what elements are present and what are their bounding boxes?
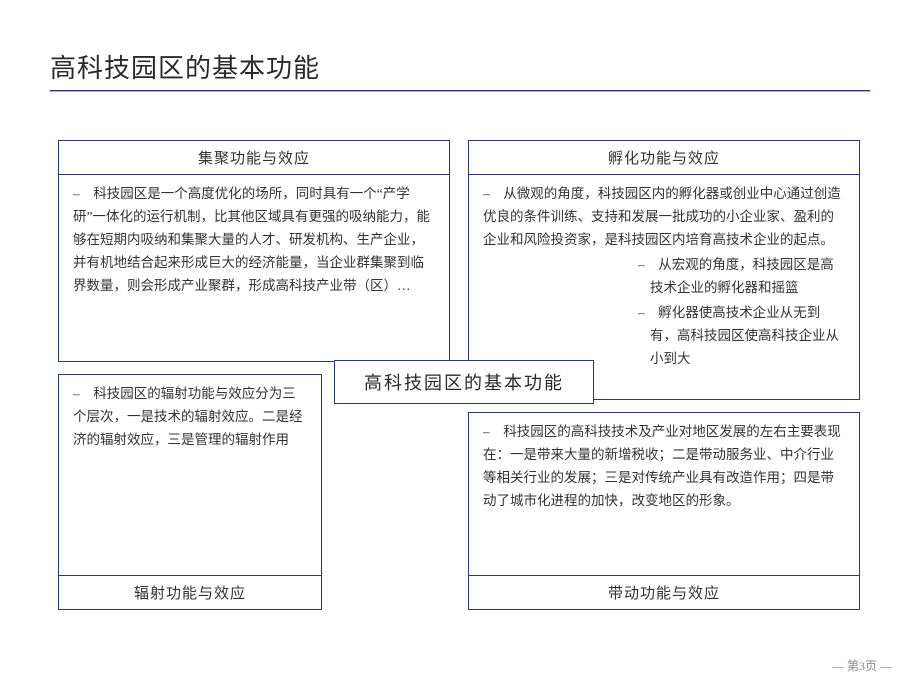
quadrant-header-top-left: 集聚功能与效应 (59, 141, 449, 175)
quadrant-header-bottom-right: 带动功能与效应 (469, 575, 859, 609)
quadrant-bottom-left: – 科技园区的辐射功能与效应分为三个层次，一是技术的辐射效应。二是经济的辐射效应… (58, 374, 322, 610)
page-title: 高科技园区的基本功能 (50, 48, 320, 85)
bullet-text: – 科技园区是一个高度优化的场所，同时具有一个“产学研”一体化的运行机制，比其他… (73, 183, 435, 298)
title-underline (50, 90, 870, 92)
bullet-text: – 孵化器使高技术企业从无到有，高科技园区使高科技企业从小到大 (638, 302, 845, 371)
bullet-text: – 从宏观的角度，科技园区是高技术企业的孵化器和摇篮 (638, 254, 845, 300)
quadrant-top-left: 集聚功能与效应 – 科技园区是一个高度优化的场所，同时具有一个“产学研”一体化的… (58, 140, 450, 362)
quadrant-bottom-right: – 科技园区的高科技技术及产业对地区发展的左右主要表现在：一是带来大量的新增税收… (468, 412, 860, 610)
bullet-text: – 科技园区的高科技技术及产业对地区发展的左右主要表现在：一是带来大量的新增税收… (483, 421, 845, 513)
quadrant-body-bottom-right: – 科技园区的高科技技术及产业对地区发展的左右主要表现在：一是带来大量的新增税收… (469, 413, 859, 575)
bullet-text: – 科技园区的辐射功能与效应分为三个层次，一是技术的辐射效应。二是经济的辐射效应… (73, 383, 307, 452)
sub-bullet-group: – 从宏观的角度，科技园区是高技术企业的孵化器和摇篮 – 孵化器使高技术企业从无… (638, 254, 845, 371)
diagram-area: 集聚功能与效应 – 科技园区是一个高度优化的场所，同时具有一个“产学研”一体化的… (58, 140, 858, 610)
quadrant-body-bottom-left: – 科技园区的辐射功能与效应分为三个层次，一是技术的辐射效应。二是经济的辐射效应… (59, 375, 321, 575)
quadrant-body-top-right: – 从微观的角度，科技园区内的孵化器或创业中心通过创造优良的条件训练、支持和发展… (469, 175, 859, 371)
bullet-text: – 从微观的角度，科技园区内的孵化器或创业中心通过创造优良的条件训练、支持和发展… (483, 183, 845, 252)
center-box: 高科技园区的基本功能 (334, 360, 594, 404)
page-number: — 第3页 — (832, 657, 892, 674)
quadrant-header-bottom-left: 辐射功能与效应 (59, 575, 321, 609)
quadrant-body-top-left: – 科技园区是一个高度优化的场所，同时具有一个“产学研”一体化的运行机制，比其他… (59, 175, 449, 308)
quadrant-header-top-right: 孵化功能与效应 (469, 141, 859, 175)
